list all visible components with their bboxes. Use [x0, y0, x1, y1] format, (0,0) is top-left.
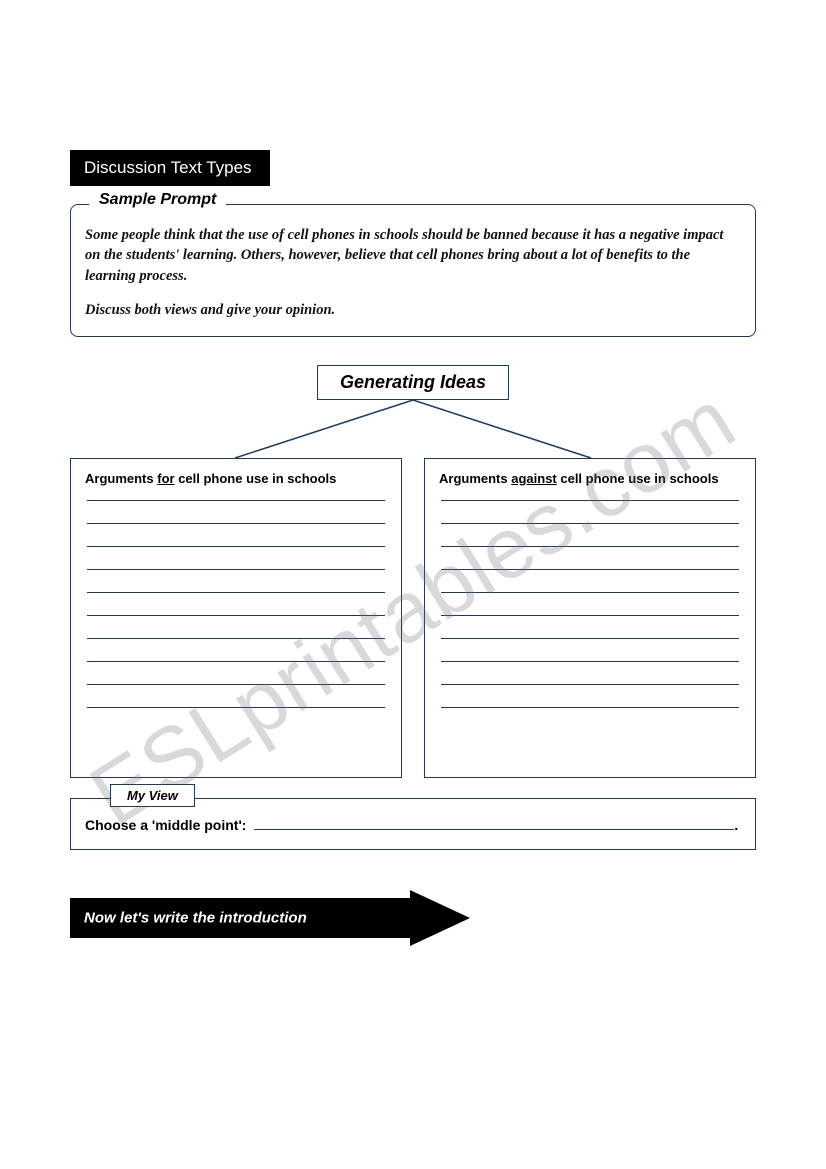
generating-ideas-heading: Generating Ideas [317, 365, 509, 400]
arguments-for-heading: Arguments for cell phone use in schools [85, 471, 387, 486]
writing-line [441, 661, 739, 662]
arguments-for-box[interactable]: Arguments for cell phone use in schools [70, 458, 402, 778]
arguments-against-box[interactable]: Arguments against cell phone use in scho… [424, 458, 756, 778]
for-writing-lines [85, 500, 387, 708]
writing-line [441, 638, 739, 639]
for-prefix: Arguments [85, 471, 157, 486]
my-view-prompt: Choose a 'middle point': [85, 817, 246, 833]
against-suffix: cell phone use in schools [557, 471, 719, 486]
writing-line [441, 569, 739, 570]
sample-prompt-box: Sample Prompt Some people think that the… [70, 204, 756, 337]
writing-line [441, 500, 739, 501]
writing-line [87, 523, 385, 524]
prompt-paragraph-2: Discuss both views and give your opinion… [85, 300, 741, 320]
against-emph: against [511, 471, 557, 486]
writing-line [441, 523, 739, 524]
writing-line [441, 684, 739, 685]
my-view-legend: My View [110, 784, 195, 807]
writing-line [87, 592, 385, 593]
writing-line [441, 707, 739, 708]
for-suffix: cell phone use in schools [175, 471, 337, 486]
arguments-against-heading: Arguments against cell phone use in scho… [439, 471, 741, 486]
against-writing-lines [439, 500, 741, 708]
writing-line [87, 569, 385, 570]
sample-prompt-text: Some people think that the use of cell p… [85, 225, 741, 320]
my-view-section: My View Choose a 'middle point': . [70, 798, 756, 850]
page-title: Discussion Text Types [70, 150, 270, 186]
against-prefix: Arguments [439, 471, 511, 486]
my-view-tail: . [734, 817, 738, 833]
writing-line [87, 707, 385, 708]
writing-line [441, 592, 739, 593]
two-column-area: Arguments for cell phone use in schools … [70, 458, 756, 778]
sample-prompt-legend: Sample Prompt [89, 191, 226, 209]
my-view-fill-line[interactable] [254, 829, 734, 830]
for-emph: for [157, 471, 174, 486]
connector-lines [70, 400, 756, 460]
writing-line [87, 615, 385, 616]
generating-ideas-wrap: Generating Ideas [70, 365, 756, 400]
writing-line [87, 638, 385, 639]
prompt-paragraph-1: Some people think that the use of cell p… [85, 225, 741, 286]
writing-line [87, 661, 385, 662]
writing-line [441, 615, 739, 616]
writing-line [87, 546, 385, 547]
writing-line [87, 684, 385, 685]
next-step-arrow: Now let's write the introduction [70, 890, 756, 946]
writing-line [87, 500, 385, 501]
arrow-label: Now let's write the introduction [84, 910, 307, 927]
writing-line [441, 546, 739, 547]
